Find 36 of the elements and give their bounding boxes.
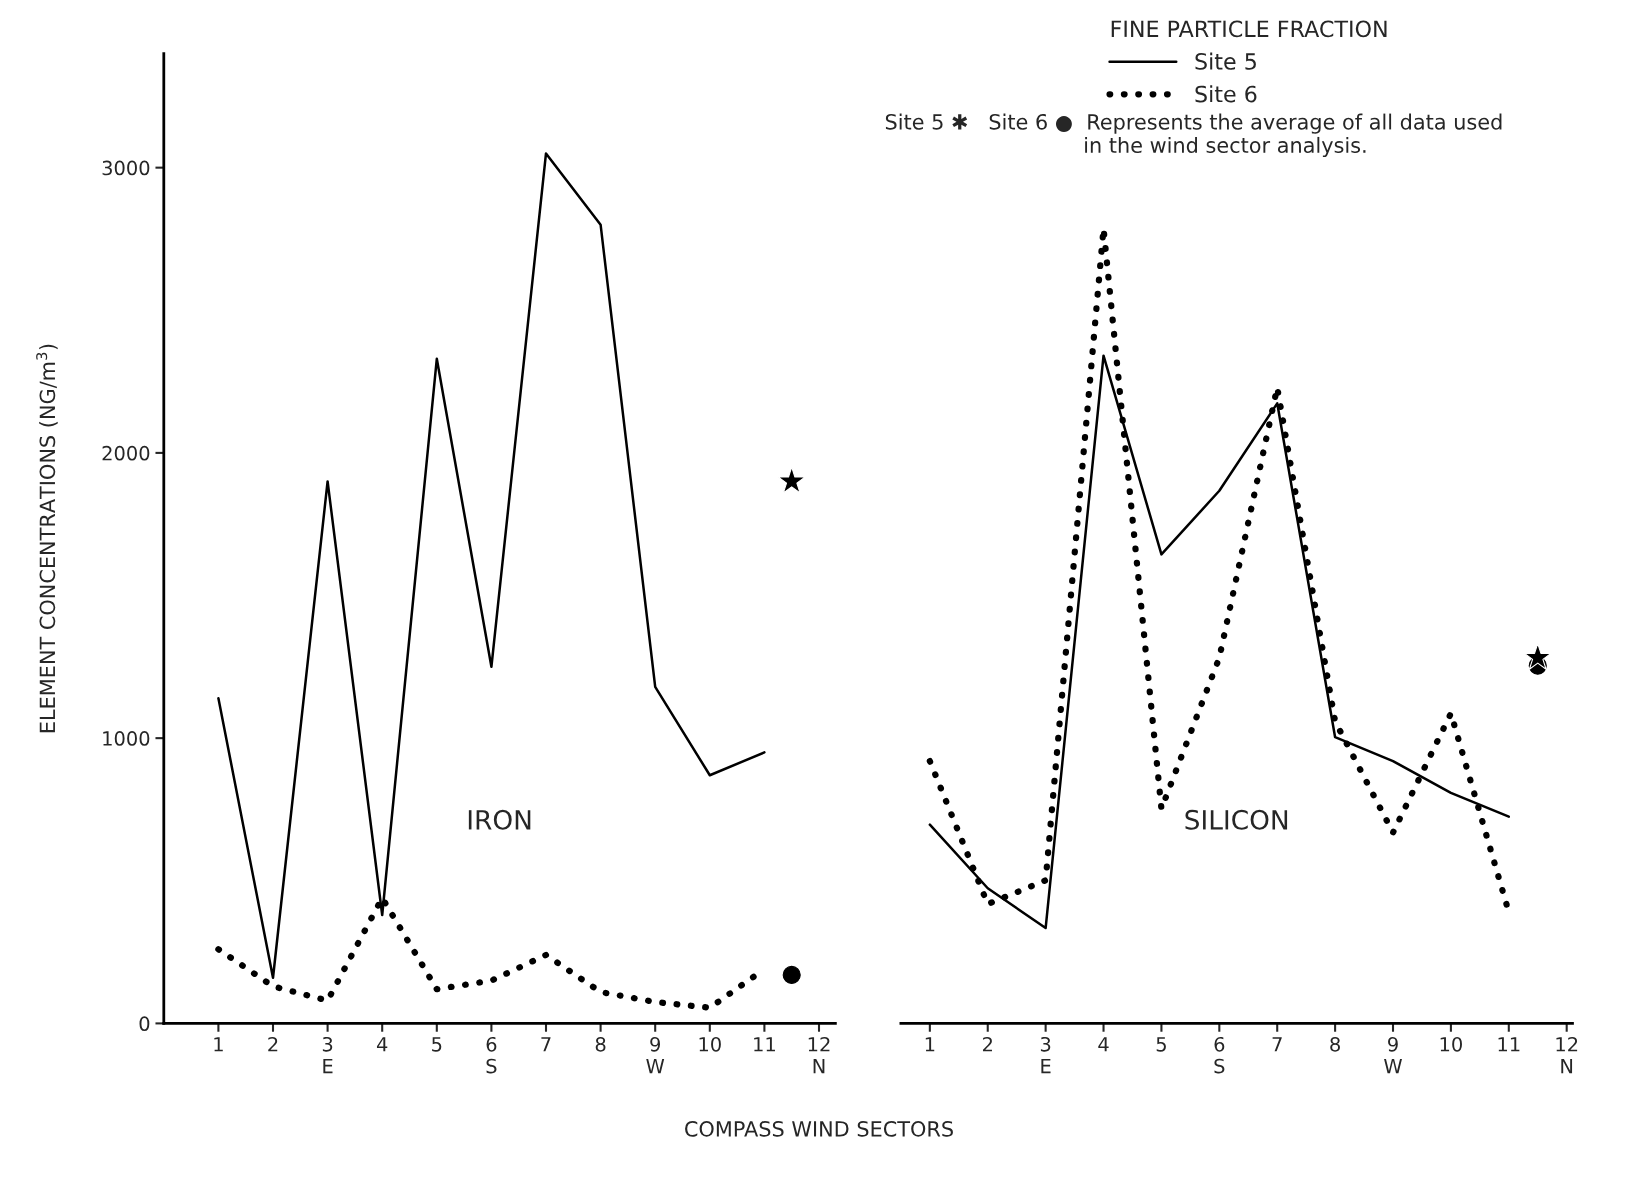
x-tick-label: 8: [595, 1036, 606, 1052]
x-tick-label: 4: [1098, 1037, 1109, 1052]
x-tick-label: 3 E: [322, 1036, 333, 1074]
x-tick-label: 3 E: [1040, 1036, 1051, 1074]
x-axis-title: COMPASS WIND SECTORS: [685, 1120, 953, 1137]
x-tick-label: 2: [982, 1036, 992, 1052]
x-tick-label: 2: [268, 1036, 278, 1052]
x-tick-label: 11: [754, 1037, 775, 1052]
x-tick-label: 12 N: [808, 1036, 830, 1074]
x-tick-label: 6 S: [1214, 1036, 1225, 1074]
legend-label: Site 6: [1195, 85, 1257, 103]
x-tick-label: 4: [376, 1037, 388, 1052]
x-tick-label: 12 N: [1556, 1036, 1578, 1074]
y-axis-title: ELEMENT CONCENTRATIONS (NG/m$^{3}$): [36, 344, 58, 733]
x-tick-label: 6 S: [486, 1036, 497, 1074]
x-tick-label: 10: [699, 1036, 721, 1052]
x-tick-label: 5: [432, 1037, 442, 1052]
x-tick-label: 5: [1156, 1037, 1166, 1052]
x-tick-label: 9 W: [1384, 1036, 1402, 1074]
annotation: SILICON: [1185, 809, 1288, 830]
x-tick-label: 11: [1498, 1037, 1520, 1052]
annotation: IRON: [468, 809, 531, 830]
x-tick-label: 8: [1330, 1036, 1340, 1052]
text: Site 5 ✱ Site 6 ● Represents the average of all data used in the wind sector analysis.: [885, 113, 1502, 158]
x-tick-label: 1: [214, 1037, 223, 1052]
x-tick-label: 1: [925, 1037, 935, 1052]
legend-label: Site 5: [1195, 52, 1256, 70]
y-tick-label: 2000: [102, 445, 150, 461]
x-tick-label: 10: [1440, 1036, 1462, 1052]
y-tick-label: 0: [139, 1016, 150, 1032]
y-tick-label: 1000: [103, 731, 150, 746]
x-tick-label: 7: [1272, 1037, 1282, 1052]
x-tick-label: 9 W: [646, 1036, 665, 1074]
y-tick-label: 3000: [102, 160, 150, 176]
legend-title: FINE PARTICLE FRACTION: [1111, 20, 1387, 38]
x-tick-label: 7: [541, 1037, 551, 1052]
